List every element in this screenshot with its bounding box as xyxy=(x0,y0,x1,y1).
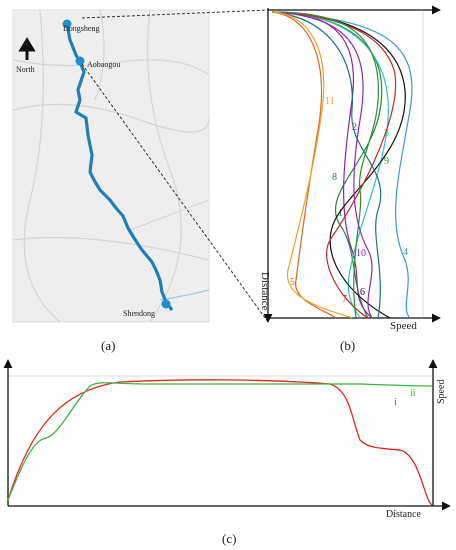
profile-label-4: 4 xyxy=(403,247,408,258)
panel-c-label: (c) xyxy=(222,531,236,546)
panel-c-curves: iii xyxy=(7,379,433,506)
profile-line-6 xyxy=(271,11,406,319)
panel-b-xlabel: Speed xyxy=(390,320,417,332)
station-dongsheng-label: Dongsheng xyxy=(63,24,99,33)
profile-label-11: 11 xyxy=(325,96,335,107)
train-label-ii: ii xyxy=(410,388,416,399)
profile-line-7 xyxy=(271,11,396,319)
profile-line-10 xyxy=(271,11,373,319)
station-dongsheng-marker xyxy=(62,19,72,29)
train-line-ii xyxy=(7,382,433,501)
profile-line-11 xyxy=(271,11,353,319)
profile-line-5 xyxy=(271,11,337,319)
profile-label-1: 1 xyxy=(338,208,343,219)
north-arrow-icon xyxy=(18,37,36,60)
profile-line-9 xyxy=(271,11,379,319)
profile-label-6: 6 xyxy=(360,287,365,298)
profile-line-2 xyxy=(271,11,373,319)
profile-label-10: 10 xyxy=(356,248,366,259)
profile-label-2: 2 xyxy=(352,122,357,133)
train-label-i: i xyxy=(394,397,397,408)
profile-label-3: 3 xyxy=(384,128,389,139)
profile-line-3 xyxy=(271,11,389,319)
panel-c: iii Distance Speed xyxy=(3,359,451,520)
panel-c-xlabel: Distance xyxy=(386,509,422,520)
panel-a-label: (a) xyxy=(101,338,115,353)
profile-line-4 xyxy=(271,11,413,319)
profile-line-8 xyxy=(271,11,382,319)
profile-label-8: 8 xyxy=(332,172,337,183)
panel-b-ylabel: Distance xyxy=(259,272,271,311)
profile-label-9: 9 xyxy=(384,156,389,167)
panel-b-frame xyxy=(267,9,424,319)
panel-b: 1 2 3 4 5 6 7 8 9 10 11 Speed Distance xyxy=(259,5,441,332)
connector-top xyxy=(81,9,269,19)
north-label: North xyxy=(16,65,35,74)
profile-label-5: 5 xyxy=(290,277,295,288)
rail-route xyxy=(65,23,174,311)
map-roads xyxy=(12,9,210,323)
profile-line-1 xyxy=(271,11,383,319)
station-shendong-label: Shendong xyxy=(123,309,155,318)
connector-bottom xyxy=(81,63,269,323)
profile-label-7: 7 xyxy=(342,294,347,305)
map-panel: Dongsheng Aobaogou Shendong North xyxy=(12,9,210,323)
train-line-i xyxy=(7,379,433,506)
panel-b-curves: 1 2 3 4 5 6 7 8 9 10 11 xyxy=(271,11,413,319)
station-aobaogou-marker xyxy=(75,56,85,66)
station-aobaogou-label: Aobaogou xyxy=(87,60,120,69)
panel-c-ylabel: Speed xyxy=(436,380,447,404)
panel-b-label: (b) xyxy=(340,338,355,353)
station-shendong-marker xyxy=(161,299,171,309)
